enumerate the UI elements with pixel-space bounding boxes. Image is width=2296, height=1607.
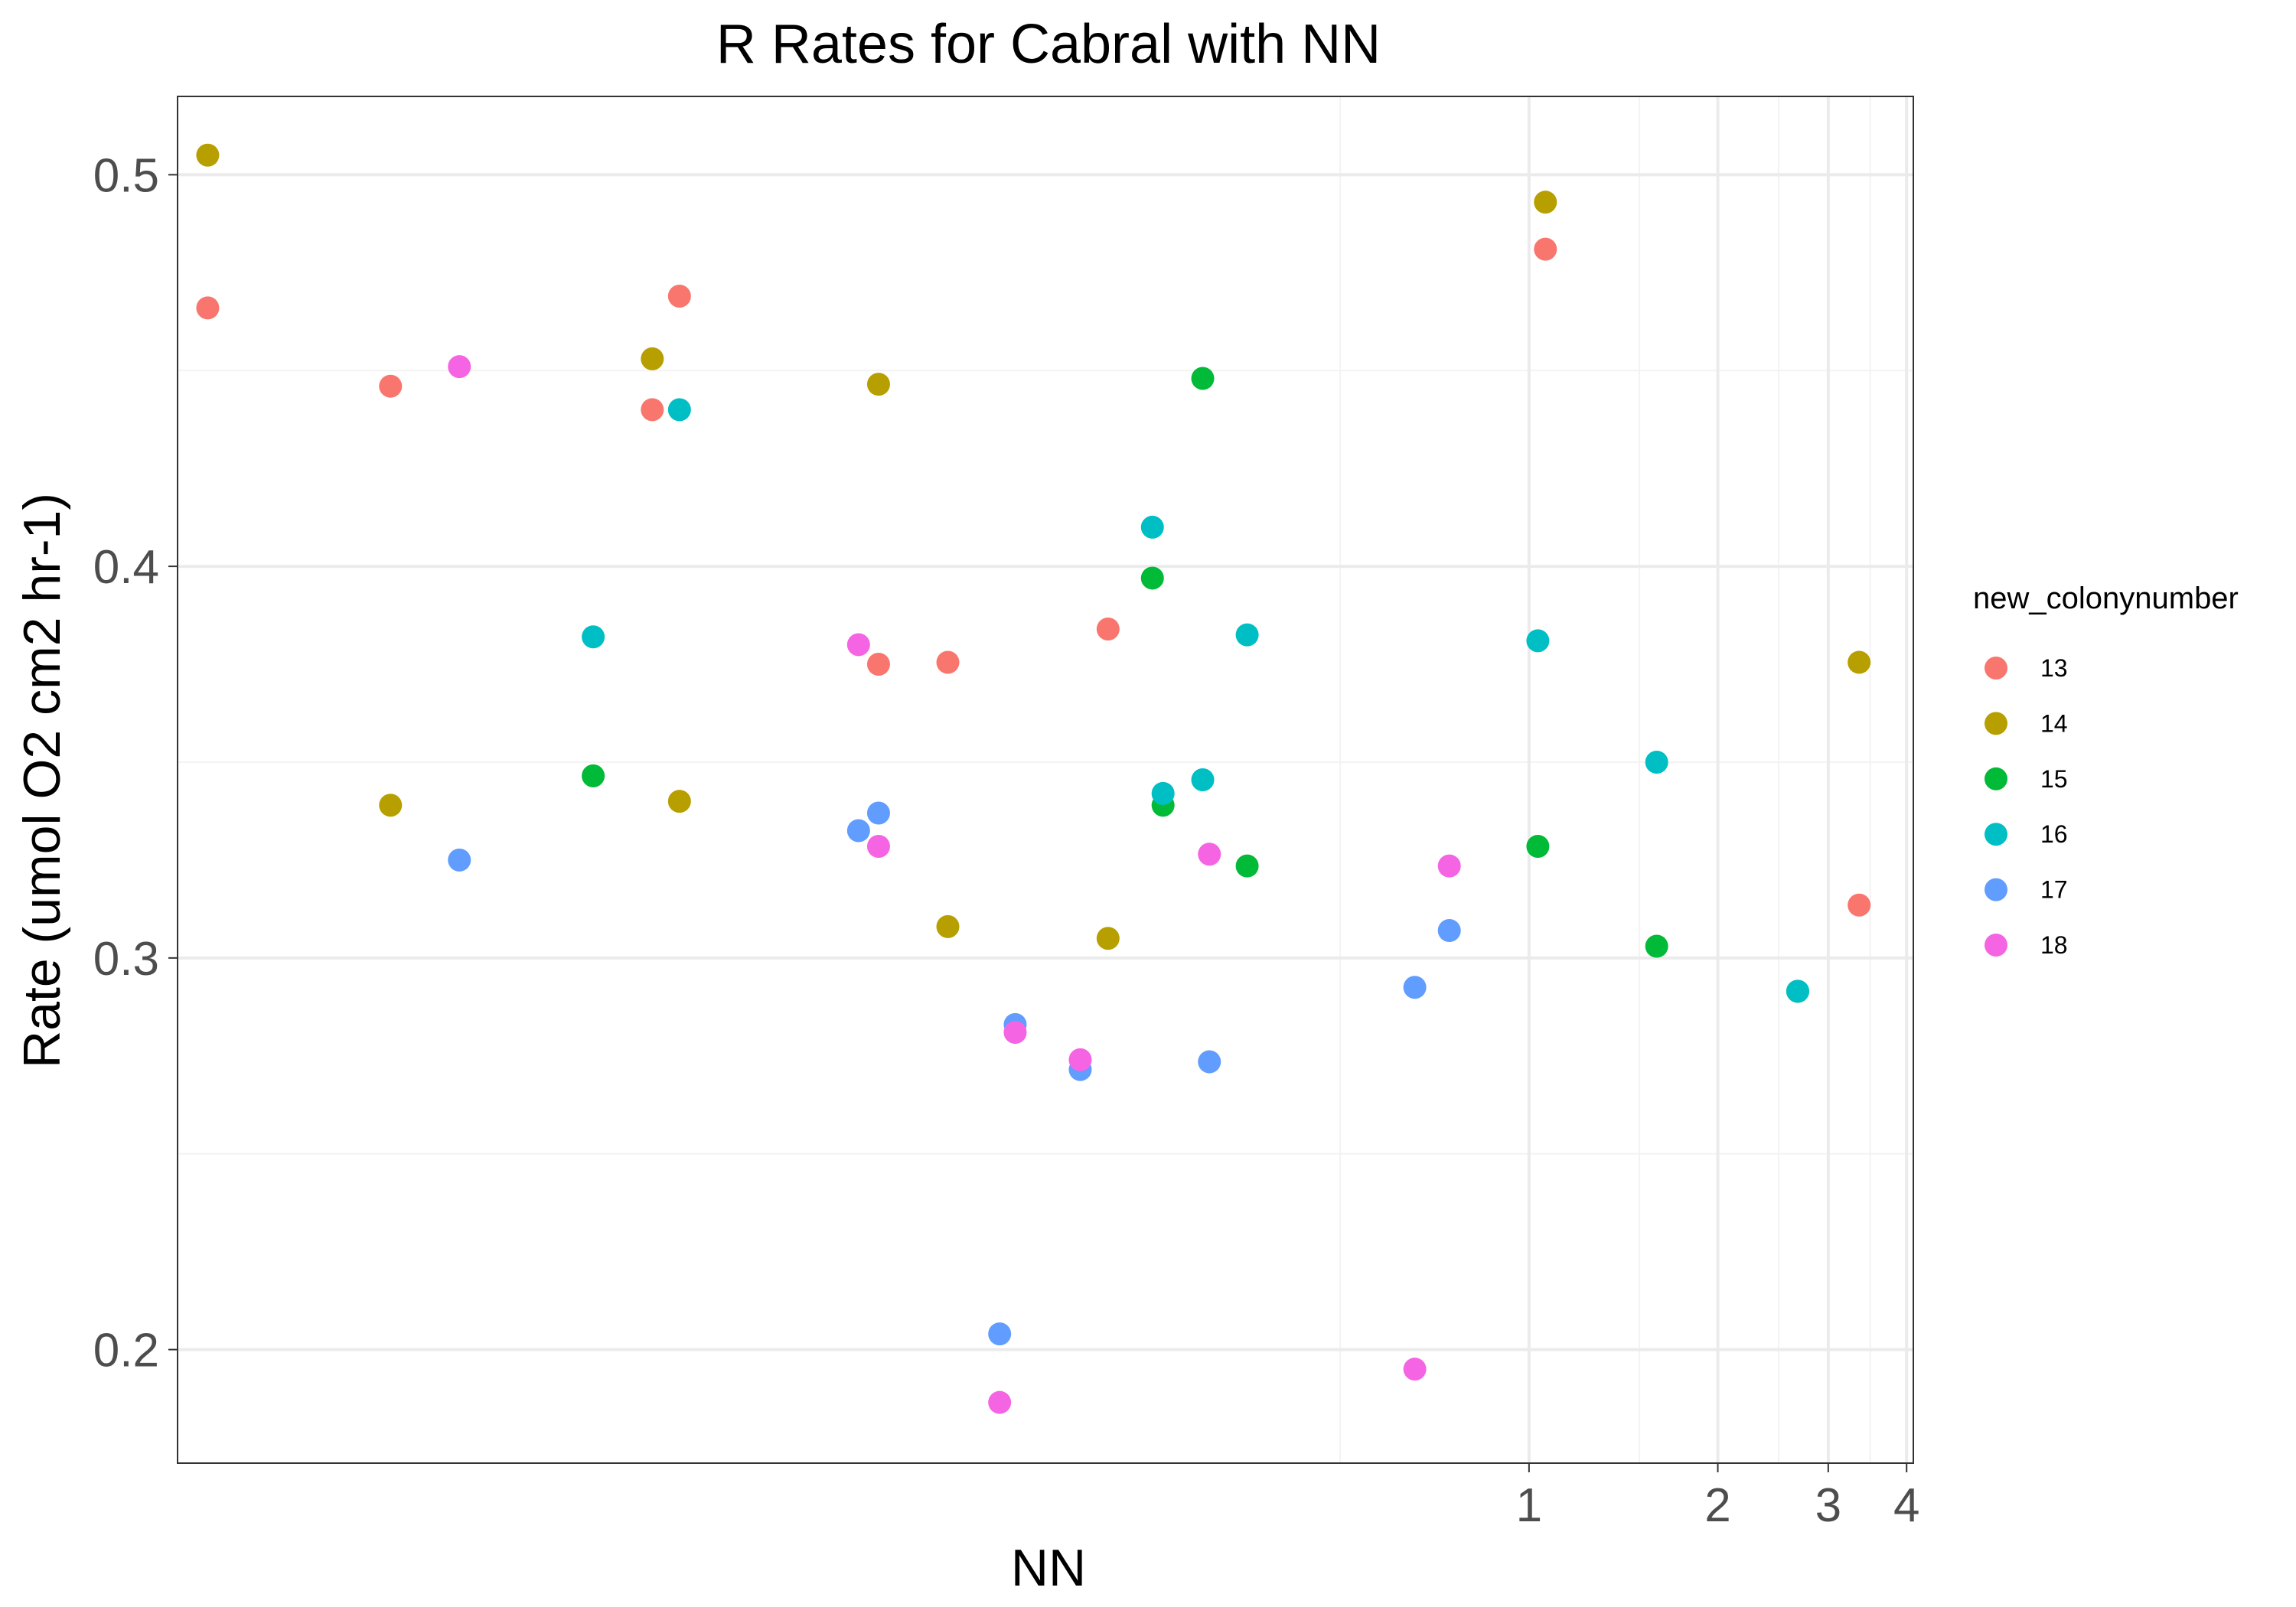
data-point-colony-14 <box>641 347 664 370</box>
data-point-colony-17 <box>448 848 471 872</box>
legend-label-14: 14 <box>2040 709 2068 737</box>
data-point-colony-17 <box>1437 919 1461 943</box>
x-axis-title: NN <box>1011 1539 1086 1597</box>
legend-key-17 <box>1985 878 2007 901</box>
plot-panel <box>177 96 1914 1464</box>
y-axis: 0.2 0.3 0.4 0.5 <box>93 149 178 1377</box>
legend-label-18: 18 <box>2040 931 2068 959</box>
x-tick-label: 4 <box>1893 1479 1919 1532</box>
chart-title: R Rates for Cabral with NN <box>716 14 1381 75</box>
data-point-colony-18 <box>1437 854 1461 878</box>
data-point-colony-13 <box>641 398 664 422</box>
y-tick-label: 0.3 <box>93 933 159 986</box>
y-tick-label: 0.5 <box>93 149 159 202</box>
data-point-colony-16 <box>667 398 691 422</box>
data-point-colony-14 <box>866 373 890 396</box>
data-point-colony-16 <box>1786 980 1809 1003</box>
data-point-colony-15 <box>582 764 605 787</box>
data-point-colony-16 <box>1151 781 1175 805</box>
x-tick-label: 2 <box>1704 1479 1730 1532</box>
legend-title: new_colonynumber <box>1973 582 2239 615</box>
data-point-colony-16 <box>1526 629 1550 653</box>
data-point-colony-18 <box>1403 1358 1427 1381</box>
data-point-colony-15 <box>1191 367 1215 390</box>
data-point-colony-13 <box>866 653 890 676</box>
legend-key-14 <box>1985 712 2007 735</box>
data-point-colony-16 <box>1235 623 1259 647</box>
legend-label-16: 16 <box>2040 820 2068 848</box>
data-point-colony-16 <box>1645 750 1668 774</box>
data-point-colony-13 <box>936 650 960 674</box>
data-point-colony-13 <box>1096 617 1120 641</box>
data-point-colony-18 <box>1003 1021 1027 1045</box>
legend-label-17: 17 <box>2040 876 2068 904</box>
legend-key-18 <box>1985 934 2007 957</box>
data-point-colony-16 <box>1140 515 1164 539</box>
data-point-colony-13 <box>1534 237 1557 261</box>
data-point-colony-17 <box>866 801 890 825</box>
data-point-colony-16 <box>1191 768 1215 791</box>
data-point-colony-17 <box>988 1322 1012 1346</box>
data-point-colony-15 <box>1140 566 1164 590</box>
legend-label-13: 13 <box>2040 654 2068 682</box>
data-point-colony-15 <box>1235 854 1259 878</box>
data-point-colony-15 <box>1645 934 1668 958</box>
panel-border <box>177 96 1914 1464</box>
data-point-colony-13 <box>667 284 691 308</box>
data-point-colony-14 <box>1848 650 1871 674</box>
legend-key-16 <box>1985 823 2007 846</box>
data-point-colony-14 <box>667 790 691 813</box>
data-point-colony-18 <box>448 355 471 379</box>
data-point-colony-18 <box>866 834 890 858</box>
data-point-colony-16 <box>582 625 605 649</box>
y-axis-title: Rate (umol O2 cm2 hr-1) <box>13 493 71 1068</box>
data-point-colony-14 <box>379 794 403 817</box>
data-point-colony-17 <box>1198 1050 1221 1074</box>
y-tick-label: 0.2 <box>93 1325 159 1377</box>
data-point-colony-18 <box>988 1390 1012 1414</box>
data-point-colony-15 <box>1526 834 1550 858</box>
legend: new_colonynumber 13 14 15 16 17 18 <box>1973 582 2239 959</box>
legend-label-15: 15 <box>2040 765 2068 793</box>
x-tick-label: 1 <box>1516 1479 1542 1532</box>
data-point-colony-18 <box>1068 1048 1092 1071</box>
data-point-colony-13 <box>1848 893 1871 917</box>
y-tick-label: 0.4 <box>93 541 159 594</box>
data-point-colony-13 <box>196 296 220 320</box>
data-point-colony-17 <box>1403 976 1427 999</box>
data-point-colony-14 <box>1096 927 1120 950</box>
data-point-colony-14 <box>1534 191 1557 214</box>
x-tick-label: 3 <box>1815 1479 1841 1532</box>
data-points <box>196 143 1871 1414</box>
data-point-colony-18 <box>1198 843 1221 866</box>
data-point-colony-18 <box>846 633 870 657</box>
data-point-colony-14 <box>936 914 960 938</box>
legend-key-13 <box>1985 657 2007 680</box>
legend-key-15 <box>1985 767 2007 790</box>
data-point-colony-13 <box>379 374 403 398</box>
data-point-colony-17 <box>846 819 870 843</box>
data-point-colony-14 <box>196 143 220 167</box>
